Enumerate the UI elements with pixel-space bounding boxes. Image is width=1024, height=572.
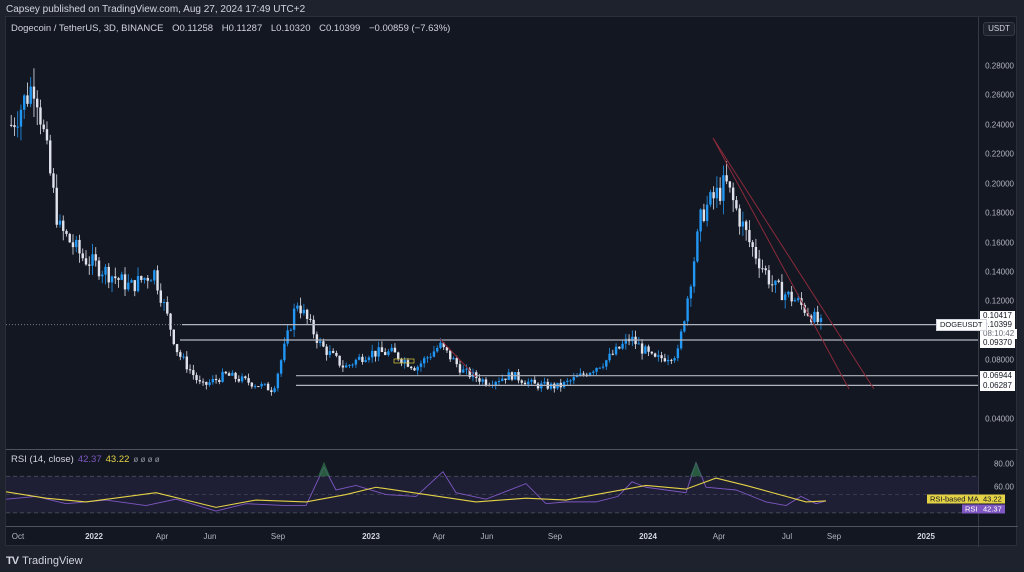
time-tick: Apr: [712, 532, 726, 541]
price-tick: 0.16000: [985, 238, 1014, 247]
candlestick-chart: [6, 68, 978, 396]
rsi-tag: RSI: [962, 504, 981, 514]
ohlc-open: O0.11258: [172, 23, 214, 34]
price-tick: 0.24000: [985, 120, 1014, 130]
footer-branding: TV TradingView: [6, 555, 83, 567]
rsi-ma-axis-label: 43.22: [980, 494, 1005, 504]
currency-button[interactable]: USDT: [983, 22, 1015, 36]
price-tick: 0.08000: [985, 355, 1014, 365]
price-tick: 0.20000: [985, 179, 1014, 189]
pane-separator[interactable]: [6, 449, 1018, 450]
rsi-tick-60: 60.00: [993, 482, 1014, 492]
time-tick: Oct: [11, 532, 25, 541]
tradingview-brand: TradingView: [22, 555, 83, 567]
price-tick: 0.22000: [985, 149, 1014, 159]
price-tick: 0.26000: [985, 90, 1014, 100]
level-label-low2: 0.06287: [980, 381, 1015, 391]
price-tick: 0.28000: [985, 61, 1014, 71]
time-tick: 2022: [85, 532, 103, 541]
last-price-label: 0.10399: [980, 320, 1015, 330]
ohlc-high: H0.11287: [221, 23, 263, 34]
price-pane[interactable]: Dogecoin / TetherUS, 3D, BINANCE O0.1125…: [6, 17, 978, 449]
time-axis[interactable]: Oct 2022 Apr Jun Sep 2023 Apr Jun Sep 2024 Apr Jul S…: [6, 526, 1018, 547]
price-tick: 0.04000: [985, 414, 1014, 424]
rsi-ma-tag: RSI-based MA: [927, 494, 982, 504]
level-label-low1: 0.06944: [980, 371, 1015, 381]
ohlc-close: C0.10399: [319, 23, 361, 34]
symbol-tag: DOGEUSDT: [936, 319, 987, 331]
time-tick: Sep: [270, 532, 286, 541]
rsi-value: 42.37: [77, 454, 102, 465]
symbol-legend: Dogecoin / TetherUS, 3D, BINANCE O0.1125…: [11, 23, 456, 34]
rsi-hidden-icons: ø ø ø ø: [133, 455, 160, 464]
time-tick: Jun: [203, 532, 217, 541]
time-tick: Jul: [781, 532, 793, 541]
time-tick: Apr: [432, 532, 446, 541]
time-tick: Apr: [155, 532, 169, 541]
publish-caption: Capsey published on TradingView.com, Aug…: [6, 4, 306, 15]
time-tick: 2025: [917, 532, 935, 541]
time-tick: 2024: [639, 532, 657, 541]
price-axis[interactable]: USDT 0.28000 0.26000 0.24000 0.22000 0.20000…: [978, 17, 1018, 449]
time-tick: 2023: [362, 532, 380, 541]
rsi-axis-label: 42.37: [980, 504, 1005, 514]
rsi-ma-value: 43.22: [105, 454, 130, 465]
time-tick: Sep: [547, 532, 563, 541]
time-tick: Jun: [480, 532, 494, 541]
rsi-axis[interactable]: 80.00 60.00 43.22 42.37: [978, 450, 1018, 526]
countdown-label: 08:10:42: [980, 329, 1018, 339]
level-label-high: 0.10417: [980, 311, 1015, 321]
price-tick: 0.12000: [985, 296, 1014, 306]
chart-frame: Dogecoin / TetherUS, 3D, BINANCE O0.1125…: [5, 16, 1018, 547]
ohlc-low: L0.10320: [270, 23, 311, 34]
tradingview-logo-icon: TV: [6, 555, 19, 567]
symbol-name[interactable]: Dogecoin / TetherUS, 3D, BINANCE: [11, 23, 164, 34]
price-tick: 0.18000: [985, 208, 1014, 218]
rsi-title[interactable]: RSI (14, close): [11, 454, 74, 465]
rsi-chart: [6, 461, 978, 514]
time-tick: Sep: [826, 532, 842, 541]
rsi-legend: RSI (14, close) 42.37 43.22 ø ø ø ø: [11, 454, 160, 465]
rsi-tick-80: 80.00: [993, 459, 1014, 469]
axis-corner-divider: [978, 527, 979, 547]
ohlc-change: −0.00859 (−7.63%): [368, 23, 451, 34]
rsi-pane[interactable]: RSI (14, close) 42.37 43.22 ø ø ø ø: [6, 450, 978, 526]
level-label-mid: 0.09370: [980, 338, 1015, 348]
price-tick: 0.14000: [985, 267, 1014, 277]
